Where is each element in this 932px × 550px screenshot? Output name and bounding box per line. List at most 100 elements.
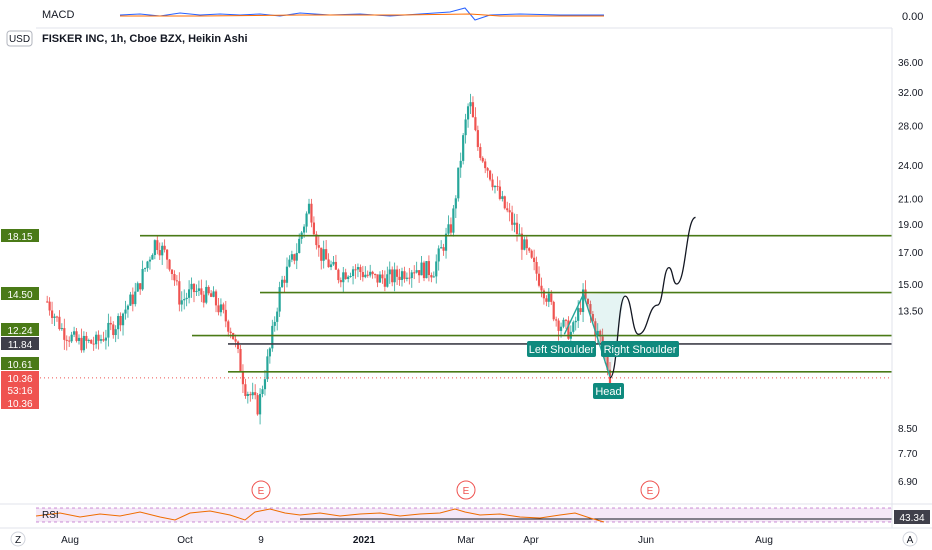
annotation-left-shoulder[interactable]: Left Shoulder — [527, 341, 596, 357]
candle-body — [540, 285, 543, 291]
earnings-marker-1[interactable] — [251, 480, 271, 500]
candle-body — [599, 330, 602, 337]
currency-button[interactable] — [6, 30, 33, 47]
candle-body — [606, 354, 609, 370]
candle-body — [170, 269, 174, 275]
time-label: Mar — [457, 535, 475, 546]
corner-left-label: Z — [15, 535, 21, 546]
candle-body — [481, 157, 484, 162]
candle-body — [229, 331, 232, 334]
candle-body — [207, 286, 210, 294]
candle-body — [82, 335, 85, 351]
candle-body — [347, 276, 350, 279]
timezone-button[interactable] — [10, 531, 26, 547]
right-shoulder-label: Right Shoulder — [604, 344, 677, 356]
candle-body — [408, 277, 411, 279]
candle-body — [283, 279, 286, 283]
candle-body — [586, 298, 590, 305]
candle-body — [303, 226, 306, 233]
auto-scale-button[interactable] — [902, 531, 918, 547]
candle-body — [317, 245, 320, 248]
candle-body — [422, 262, 426, 279]
candle-body — [466, 106, 470, 120]
candle-body — [334, 261, 338, 270]
candle-body — [50, 310, 54, 318]
currency-button-label: USD — [9, 34, 30, 45]
candle-body — [393, 269, 396, 283]
macd-value: 0.00 — [902, 11, 923, 23]
candle-body — [591, 314, 594, 322]
candle-body — [65, 339, 68, 341]
candle-body — [131, 294, 134, 305]
candle-body — [462, 135, 465, 161]
earnings-marker-label-1: E — [258, 486, 265, 497]
annotation-right-shoulder[interactable]: Right Shoulder — [601, 341, 679, 357]
candle-body — [496, 185, 499, 187]
price-axis[interactable]: 36.00 32.00 28.00 24.00 21.00 19.00 17.00 15.00… — [898, 58, 923, 488]
candle-body — [366, 274, 369, 276]
time-label: 2021 — [353, 535, 376, 546]
candle-body — [224, 309, 227, 322]
candle-body — [192, 283, 196, 293]
rsi-line — [35, 508, 605, 523]
candle-body — [153, 240, 156, 256]
price-badge-label: 53:16 — [7, 386, 32, 397]
price-badge — [1, 229, 39, 242]
candle-body — [361, 272, 364, 278]
candle-body — [273, 321, 276, 326]
candle-body — [183, 299, 186, 301]
candle-body — [464, 119, 467, 136]
candle-body — [344, 272, 347, 279]
candle-body — [48, 301, 51, 311]
candle-body — [535, 261, 538, 274]
candle-body — [562, 319, 565, 327]
candle-body — [449, 224, 453, 233]
candle-body — [234, 339, 237, 342]
candle-body — [180, 300, 183, 305]
candle-body — [217, 305, 220, 313]
candle-body — [168, 259, 171, 270]
candle-body — [369, 271, 372, 276]
candle-body — [161, 245, 164, 256]
price-tick: 32.00 — [898, 88, 923, 99]
projection-path[interactable] — [609, 216, 696, 379]
corner-right-label: A — [907, 535, 914, 546]
candle-body — [126, 305, 130, 310]
candle-body — [141, 268, 144, 290]
candle-body — [577, 308, 580, 321]
price-badge — [1, 323, 39, 336]
candle-body — [80, 337, 83, 351]
candle-body — [119, 316, 122, 326]
candle-body — [85, 335, 88, 341]
rsi-value-badge — [894, 510, 930, 524]
candle-body — [114, 329, 117, 336]
corner-buttons: Z A — [10, 531, 918, 547]
candle-body — [513, 222, 516, 225]
candle-body — [518, 233, 521, 235]
earnings-marker-3[interactable] — [640, 480, 660, 500]
time-label: Oct — [177, 535, 193, 546]
candle-body — [474, 117, 477, 131]
candle-body — [403, 271, 406, 279]
earnings-marker-2[interactable] — [456, 480, 476, 500]
rsi-band — [36, 508, 892, 522]
candle-body — [457, 167, 460, 199]
time-axis[interactable]: Aug Oct 9 2021 Mar Apr Jun Aug — [61, 535, 773, 546]
candle-body — [579, 308, 582, 313]
price-badge — [1, 371, 39, 384]
earnings-markers[interactable]: E E E — [251, 480, 660, 500]
candle-body — [415, 270, 418, 273]
price-badge — [1, 396, 39, 409]
candle-body — [447, 224, 450, 234]
candle-series — [46, 93, 612, 425]
candle-body — [92, 343, 95, 345]
candle-body — [493, 185, 497, 188]
level-lines — [140, 234, 892, 373]
candle-body — [533, 257, 536, 262]
candle-body — [276, 311, 279, 322]
candle-body — [173, 274, 176, 281]
annotation-head[interactable]: Head — [593, 383, 624, 399]
candle-body — [295, 252, 298, 261]
candle-body — [212, 291, 215, 297]
candle-body — [327, 259, 330, 268]
